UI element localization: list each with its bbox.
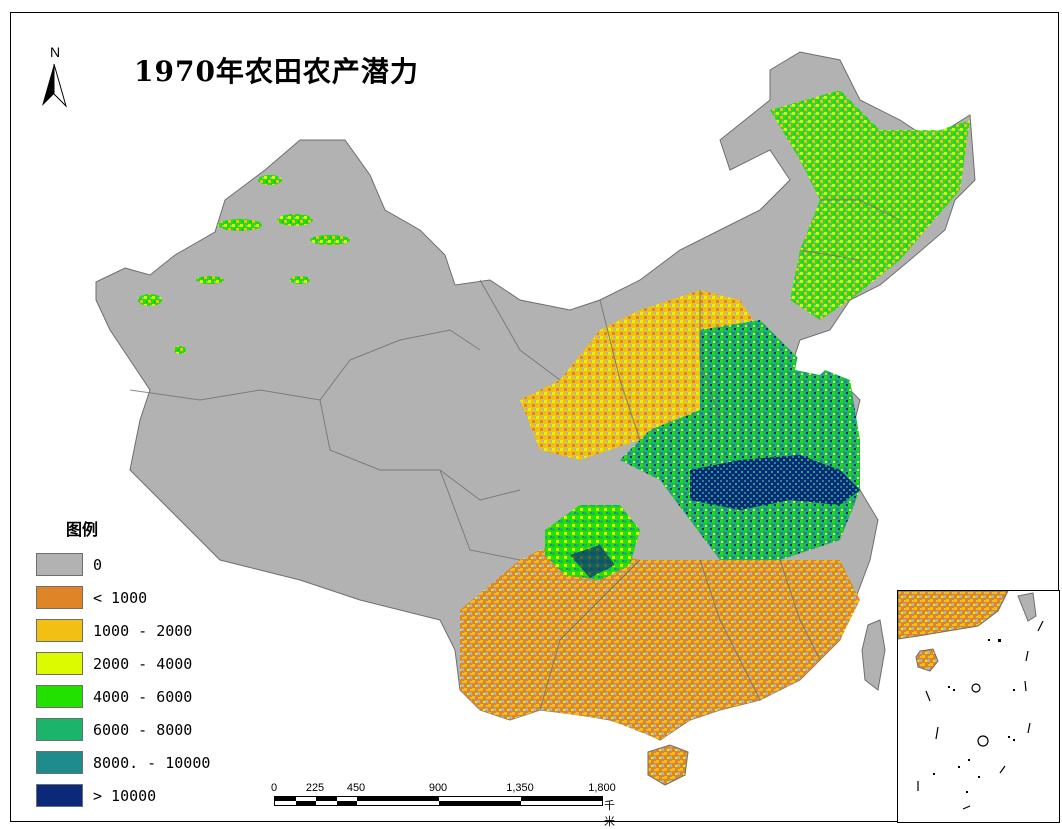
scale-tick: 900 [428,782,448,794]
legend-item: 2000 - 4000 [36,647,210,680]
legend-swatch [36,784,83,807]
south-china-sea-inset [897,590,1060,823]
legend: 图例 0 < 1000 1000 - 2000 2000 - 4000 4000… [36,516,210,812]
inset-map [898,591,1044,810]
legend-item: 4000 - 6000 [36,680,210,713]
legend-item: 0 [36,548,210,581]
legend-label: 6000 - 8000 [93,720,193,739]
scale-ticks: 0 225 450 900 1,350 1,800 [270,782,616,796]
scale-tick: 1,350 [506,782,534,794]
legend-swatch [36,586,83,609]
map-title: 1970年农田农产潜力 [134,55,419,88]
legend-label: 4000 - 6000 [93,687,193,706]
legend-swatch [36,685,83,708]
sichuan-basin-cropland [545,505,640,580]
legend-label: 8000. - 10000 [93,753,211,772]
legend-swatch [36,652,83,675]
xinjiang-oases [138,175,350,354]
legend-label: > 10000 [93,786,157,805]
legend-item: 8000. - 10000 [36,746,210,779]
legend-label: < 1000 [93,588,148,607]
scale-tick: 0 [270,782,278,794]
north-label: N [50,44,61,60]
scale-bar: 0 225 450 900 1,350 1,800 千米 [270,782,616,828]
scale-tick: 225 [305,782,325,794]
south-cropland [460,540,860,740]
hainan-island [647,744,689,786]
scale-tick: 450 [346,782,366,794]
legend-label: 2000 - 4000 [93,654,193,673]
legend-item: > 10000 [36,779,210,812]
legend-swatch [36,553,83,576]
north-arrow-icon [42,63,68,108]
legend-swatch [36,751,83,774]
legend-item: 6000 - 8000 [36,713,210,746]
legend-swatch [36,718,83,741]
highest-yield-zone [690,455,860,510]
taiwan-island [861,619,886,691]
north-arrow [40,44,70,108]
legend-label: 0 [93,555,103,574]
scale-unit: 千米 [604,799,615,828]
legend-item: 1000 - 2000 [36,614,210,647]
legend-title: 图例 [66,520,99,539]
scale-tick: 1,800 [588,782,616,794]
scale-bar-graphic [274,796,603,806]
legend-label: 1000 - 2000 [93,621,193,640]
legend-item: < 1000 [36,581,210,614]
legend-swatch [36,619,83,642]
map-frame [10,12,1059,822]
